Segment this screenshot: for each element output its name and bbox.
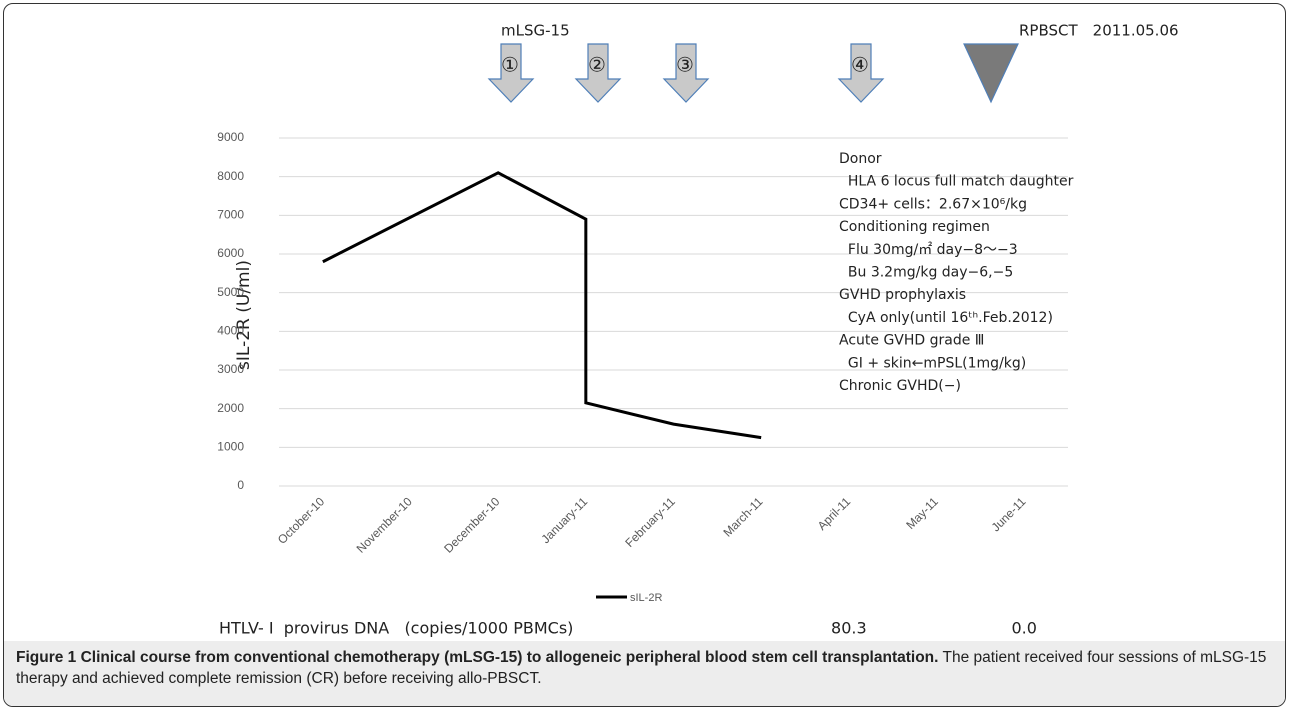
htlv-value: 80.3 bbox=[831, 619, 867, 638]
y-tick-label: 5000 bbox=[217, 285, 244, 299]
data-line bbox=[322, 171, 762, 440]
y-tick-label: 2000 bbox=[217, 401, 244, 415]
x-tick-label: January-11 bbox=[538, 494, 590, 546]
course-number: ③ bbox=[676, 53, 694, 77]
note-line: Conditioning regimen bbox=[839, 219, 990, 235]
x-tick-label: November-10 bbox=[354, 494, 416, 556]
note-line: CyA only(until 16ᵗʰ.Feb.2012) bbox=[839, 310, 1053, 326]
course-arrow bbox=[837, 43, 885, 103]
course-arrow bbox=[487, 43, 535, 103]
y-tick-label: 6000 bbox=[217, 246, 244, 260]
note-line: HLA 6 locus full match daughter bbox=[839, 174, 1074, 190]
course-number: ④ bbox=[851, 53, 869, 77]
y-tick-label: 4000 bbox=[217, 324, 244, 338]
y-tick-label: 3000 bbox=[217, 362, 244, 376]
note-line: CD34+ cells：2.67×10⁶/kg bbox=[839, 196, 1027, 212]
course-number: ① bbox=[501, 53, 519, 77]
caption-text: The patient received four sessions of mL… bbox=[16, 649, 1267, 687]
caption-label: Figure 1 Clinical course from convention… bbox=[16, 649, 939, 666]
x-tick-label: February-11 bbox=[622, 494, 678, 550]
y-tick-label: 8000 bbox=[217, 169, 244, 183]
y-tick-label: 0 bbox=[237, 478, 244, 492]
x-tick-label: December-10 bbox=[441, 494, 503, 556]
transplant-marker bbox=[963, 43, 1019, 104]
x-tick-label: March-11 bbox=[720, 494, 765, 539]
note-line: GI + skin←mPSL(1mg/kg) bbox=[839, 355, 1026, 371]
y-tick-label: 9000 bbox=[217, 130, 244, 144]
y-axis-label: sIL-2R (U/ml) bbox=[234, 260, 254, 370]
regimen-label: mLSG-15 bbox=[501, 22, 570, 40]
htlv-value: 0.0 bbox=[1011, 619, 1036, 638]
legend-label: sIL-2R bbox=[630, 592, 662, 604]
x-tick-label: May-11 bbox=[903, 494, 941, 532]
transplant-label: RPBSCT 2011.05.06 bbox=[1019, 22, 1179, 40]
x-tick-label: June-11 bbox=[989, 494, 1029, 534]
figure-frame: sIL-2R (U/ml) mLSG-15 RPBSCT 2011.05.06 … bbox=[3, 3, 1286, 707]
note-line: Bu 3.2mg/kg day−6,−5 bbox=[839, 265, 1013, 281]
y-tick-label: 1000 bbox=[217, 440, 244, 454]
course-number: ② bbox=[588, 53, 606, 77]
note-line: Donor bbox=[839, 151, 882, 167]
note-line: Flu 30mg/㎡ day−8〜−3 bbox=[839, 242, 1018, 258]
chart: sIL-2R (U/ml) mLSG-15 RPBSCT 2011.05.06 … bbox=[217, 22, 1179, 638]
caption: Figure 1 Clinical course from convention… bbox=[4, 641, 1285, 706]
note-line: GVHD prophylaxis bbox=[839, 287, 966, 303]
x-tick-label: April-11 bbox=[815, 494, 854, 533]
course-arrow bbox=[662, 43, 710, 103]
y-tick-label: 7000 bbox=[217, 208, 244, 222]
course-arrow bbox=[574, 43, 622, 103]
htlv-label: HTLV- Ⅰ provirus DNA (copies/1000 PBMCs) bbox=[219, 619, 573, 638]
note-line: Acute GVHD grade Ⅲ bbox=[839, 333, 984, 349]
note-line: Chronic GVHD(−) bbox=[839, 378, 961, 394]
x-tick-label: October-10 bbox=[275, 494, 328, 547]
